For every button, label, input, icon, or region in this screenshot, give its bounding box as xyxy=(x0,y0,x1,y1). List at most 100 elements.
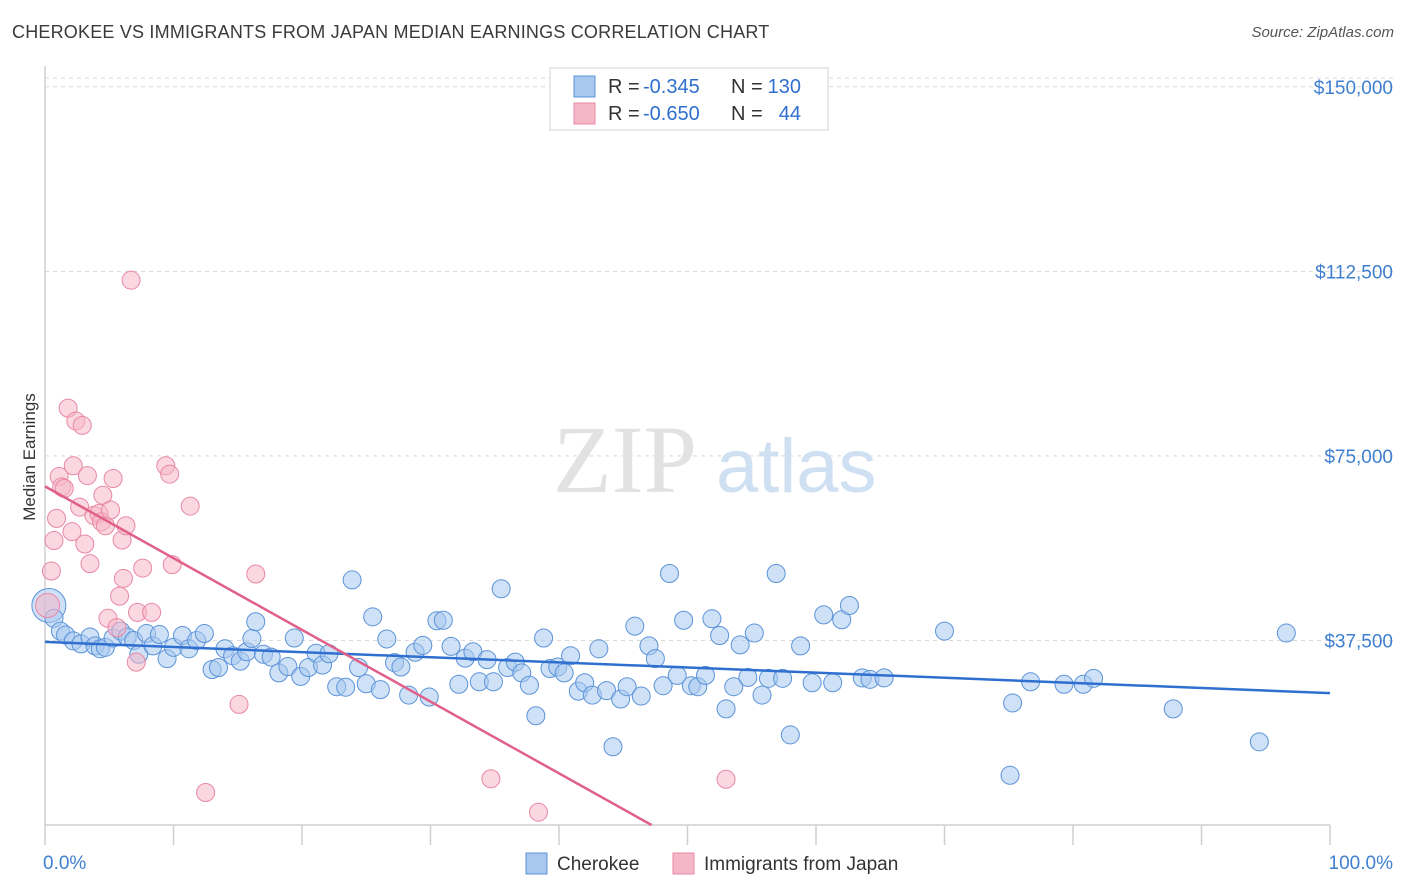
cherokee-point xyxy=(744,623,764,643)
legend-swatch-bottom-japan xyxy=(672,852,695,875)
y-tick-label: $37,500 xyxy=(1324,631,1393,652)
legend-r-value-1: -0.345 xyxy=(643,76,700,98)
cherokee-point xyxy=(814,605,834,625)
japan-point xyxy=(229,694,249,714)
cherokee-point xyxy=(261,647,281,667)
japan-point xyxy=(481,769,501,789)
japan-point xyxy=(196,783,216,803)
cherokee-point xyxy=(935,621,954,641)
cherokee-point xyxy=(660,564,680,584)
cherokee-point xyxy=(603,737,623,757)
cherokee-point xyxy=(449,674,469,694)
y-tick-label: $112,500 xyxy=(1315,262,1393,283)
japan-point xyxy=(126,652,146,672)
cherokee-point xyxy=(1054,674,1074,694)
grid-lines xyxy=(45,77,1393,641)
cherokee-point xyxy=(791,636,811,656)
watermark: ZIP atlas xyxy=(553,406,877,513)
cherokee-point xyxy=(674,610,694,630)
japan-point xyxy=(62,522,82,542)
japan-point xyxy=(180,496,200,516)
cherokee-point xyxy=(702,609,722,629)
cherokee-point xyxy=(724,677,744,697)
japan-point xyxy=(101,500,121,520)
japan-point xyxy=(160,464,180,484)
japan-point xyxy=(246,564,266,584)
cherokee-point xyxy=(653,676,673,696)
cherokee-point xyxy=(625,616,645,636)
cherokee-point xyxy=(695,665,715,685)
cherokee-point xyxy=(561,646,581,666)
cherokee-point xyxy=(710,626,730,646)
cherokee-point xyxy=(1000,765,1020,785)
legend-swatch-cherokee xyxy=(573,75,596,98)
cherokee-point xyxy=(589,639,609,659)
legend-r-label-1: R = xyxy=(608,76,640,98)
cherokee-point xyxy=(554,663,574,683)
japan-point xyxy=(35,592,61,618)
cherokee-point xyxy=(370,680,390,700)
cherokee-point xyxy=(780,725,800,745)
legend-n-value-2: 44 xyxy=(779,103,801,125)
japan-point xyxy=(41,561,61,581)
legend-r-label-2: R = xyxy=(608,103,640,125)
cherokee-point xyxy=(526,706,546,726)
y-axis-title: Median Earnings xyxy=(20,393,39,521)
trend-lines xyxy=(44,485,1331,827)
correlation-legend: R = -0.345 N = 130 R = -0.650 N = 44 xyxy=(549,67,829,131)
source-note: Source: ZipAtlas.com xyxy=(1251,24,1394,41)
legend-n-label-2: N = xyxy=(731,103,763,125)
japan-point xyxy=(142,602,162,622)
japan-point xyxy=(75,534,95,554)
legend-n-value-1: 130 xyxy=(768,76,801,98)
cherokee-point xyxy=(802,673,822,693)
series-cherokee xyxy=(31,564,1296,785)
axes xyxy=(44,66,1331,845)
trend-line-cherokee xyxy=(44,640,1331,695)
cherokee-point xyxy=(645,649,665,669)
japan-point xyxy=(107,618,127,638)
cherokee-point xyxy=(738,667,758,687)
watermark-zip: ZIP xyxy=(553,406,697,513)
japan-point xyxy=(72,415,92,435)
japan-point xyxy=(121,270,141,290)
japan-point xyxy=(63,456,83,476)
cherokee-point xyxy=(413,635,433,655)
cherokee-point xyxy=(284,628,304,648)
cherokee-point xyxy=(597,681,617,701)
y-axis-labels: $37,500 $75,000 $112,500 $150,000 xyxy=(1314,78,1393,653)
cherokee-point xyxy=(752,685,772,705)
cherokee-point xyxy=(839,595,859,615)
legend-r-value-2: -0.650 xyxy=(643,103,700,125)
japan-point xyxy=(77,466,97,486)
y-tick-label: $75,000 xyxy=(1324,447,1393,468)
japan-point xyxy=(93,485,113,505)
cherokee-point xyxy=(519,675,539,695)
cherokee-point xyxy=(773,668,793,688)
cherokee-point xyxy=(1163,699,1183,719)
cherokee-point xyxy=(1003,693,1023,713)
cherokee-point xyxy=(336,677,356,697)
watermark-atlas: atlas xyxy=(716,424,877,509)
cherokee-point xyxy=(208,658,228,678)
x-tick-label: 100.0% xyxy=(1329,853,1394,874)
japan-point xyxy=(110,586,130,606)
japan-point xyxy=(44,531,64,551)
japan-point xyxy=(716,769,736,789)
cherokee-point xyxy=(433,610,453,630)
cherokee-point xyxy=(278,657,298,677)
japan-point xyxy=(103,469,123,489)
japan-point xyxy=(80,554,100,574)
legend-swatch-bottom-cherokee xyxy=(525,852,548,875)
japan-point xyxy=(133,558,153,578)
cherokee-point xyxy=(149,625,169,645)
cherokee-point xyxy=(766,564,786,584)
cherokee-point xyxy=(483,672,503,692)
legend-n-label-1: N = xyxy=(731,76,763,98)
cherokee-point xyxy=(823,673,843,693)
x-axis-labels: 0.0% 100.0% xyxy=(43,853,1393,874)
cherokee-point xyxy=(716,699,736,719)
cherokee-point xyxy=(730,635,750,655)
legend-label-cherokee: Cherokee xyxy=(557,854,639,875)
